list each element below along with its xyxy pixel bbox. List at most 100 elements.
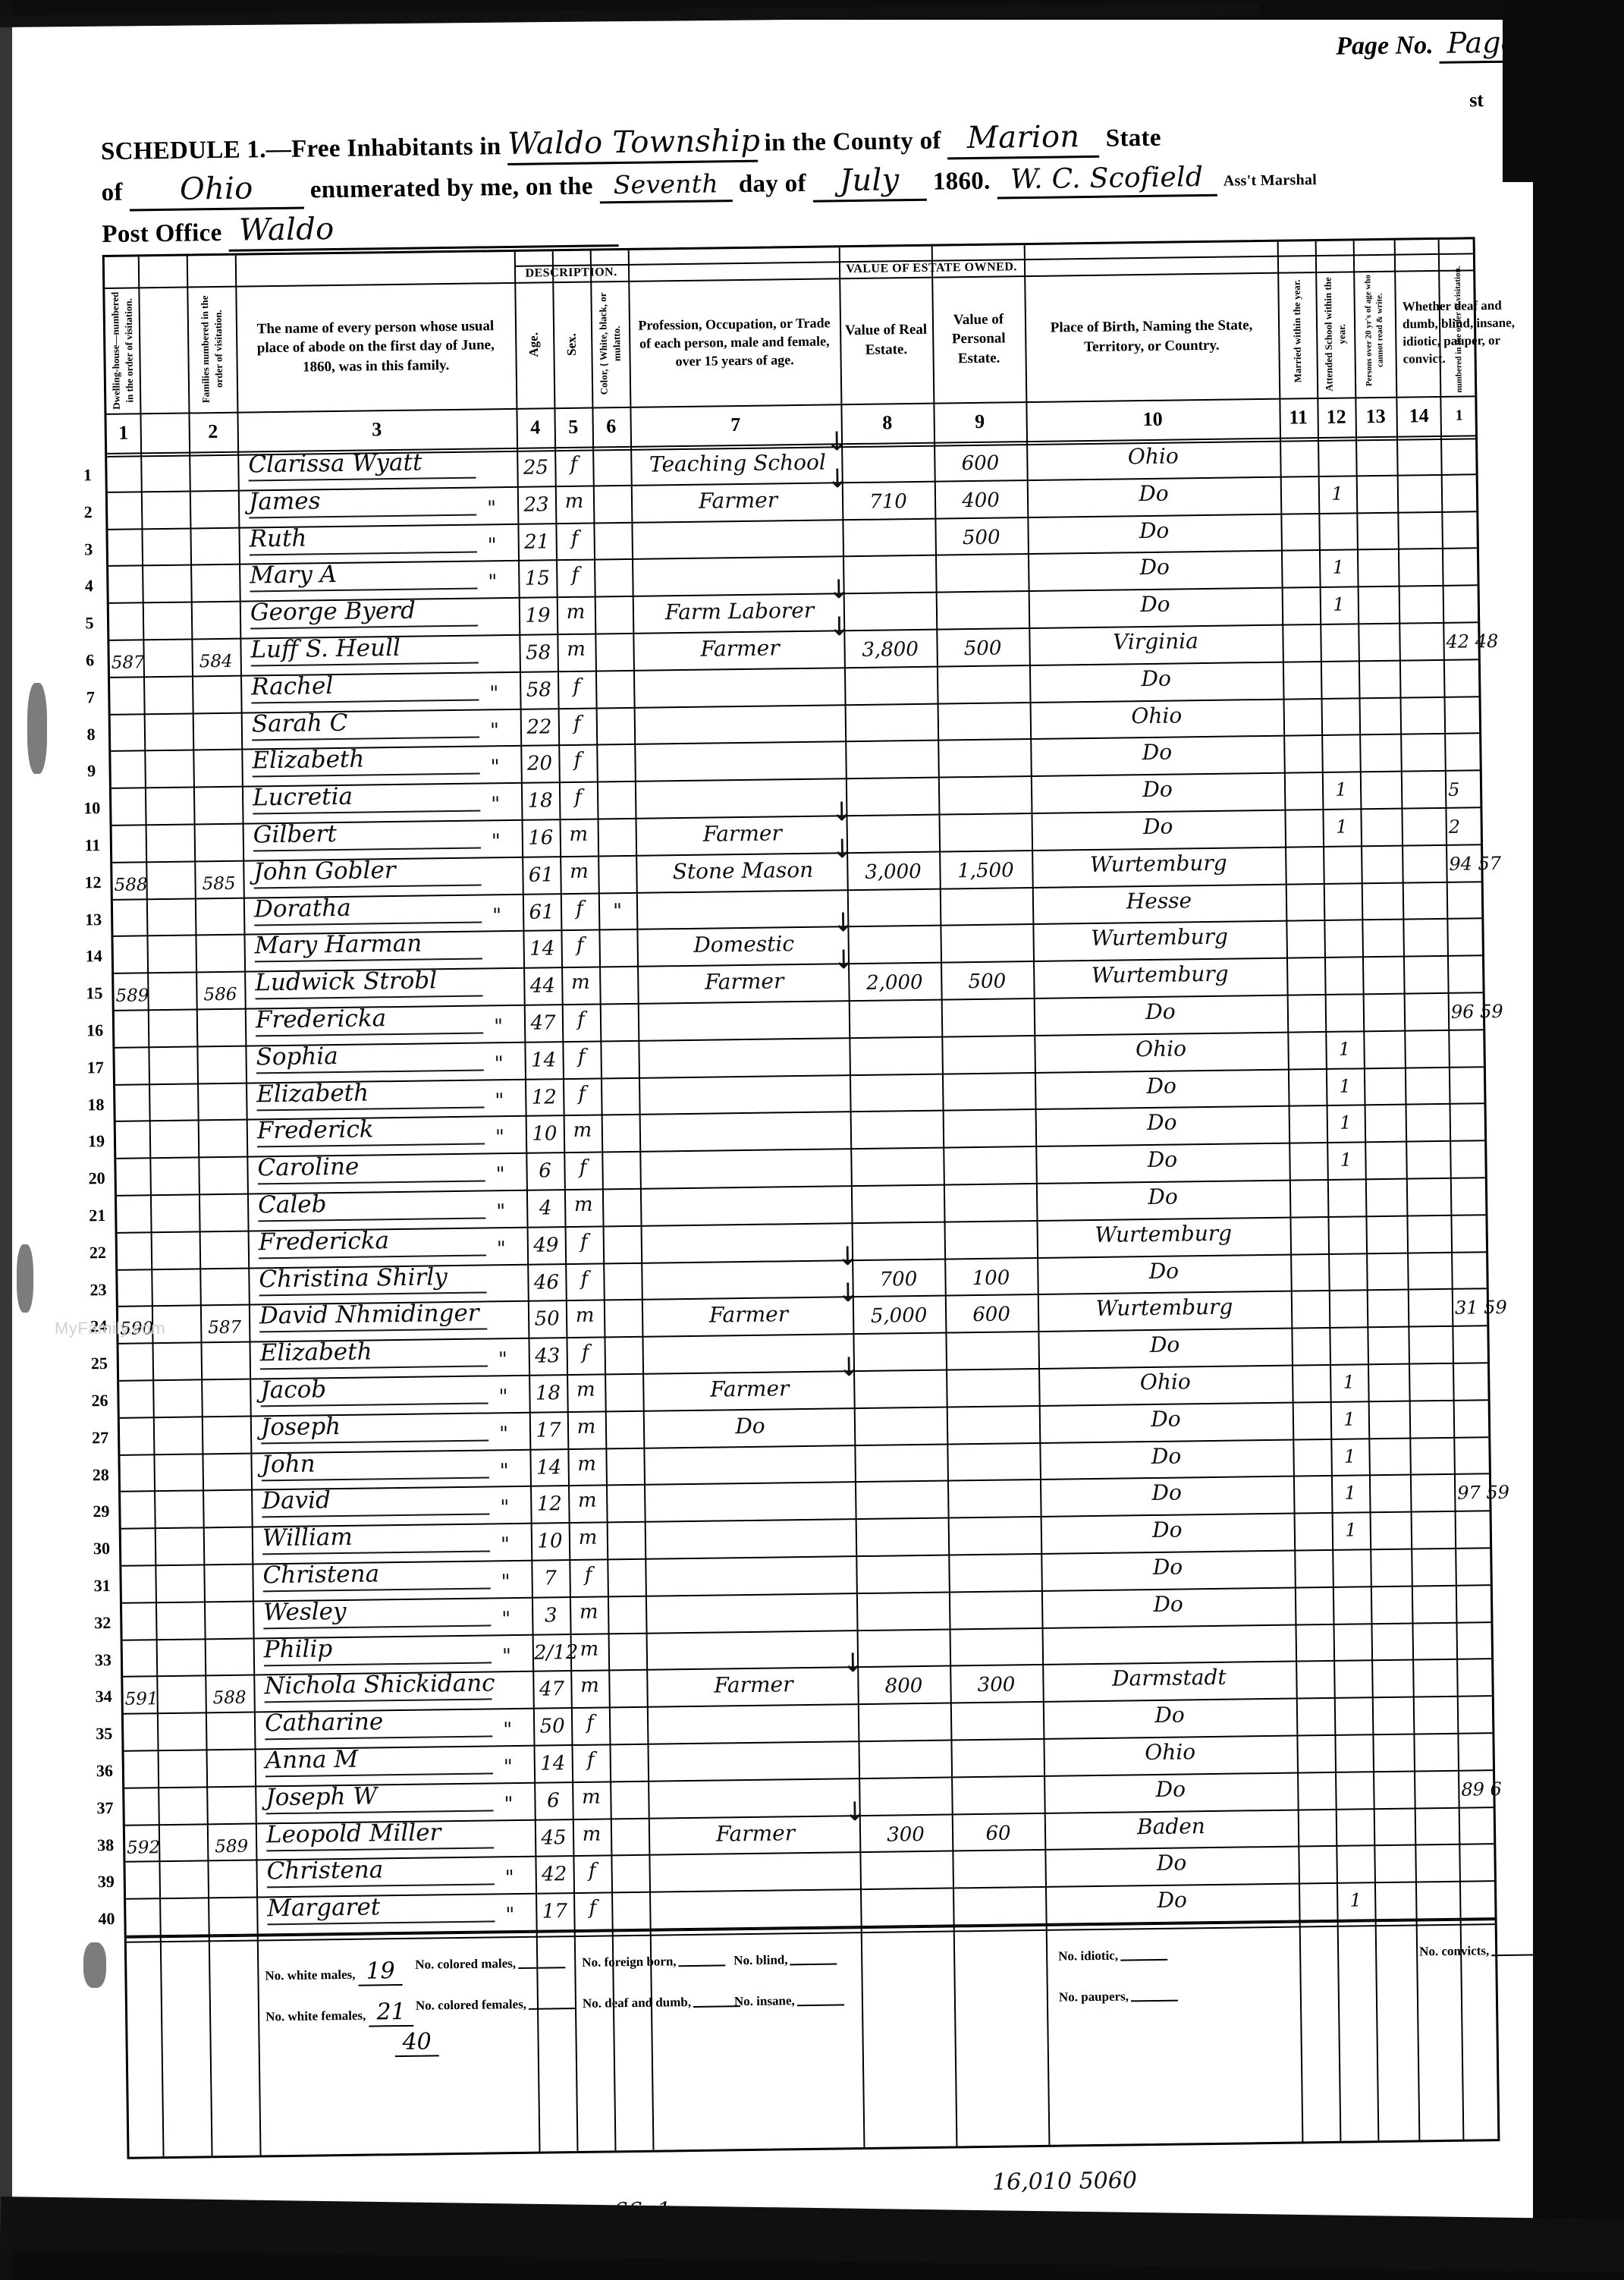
row-number: 11 xyxy=(84,835,101,855)
cell: Baden xyxy=(1136,1813,1206,1839)
page-no-label: Page No. xyxy=(1336,30,1434,61)
check-mark-icon: ↓ xyxy=(841,1648,864,1679)
row-number: 35 xyxy=(96,1724,113,1744)
colored-males-label: No. colored males, xyxy=(415,1956,517,1972)
cell: Do xyxy=(1146,1073,1177,1099)
day-label: day of xyxy=(738,169,806,198)
cell: Ohio xyxy=(1145,1739,1196,1766)
row-number: 25 xyxy=(90,1354,108,1373)
cell: f xyxy=(573,749,582,772)
cell: " xyxy=(491,830,501,854)
row-number: 2 xyxy=(83,502,93,522)
cell: Leopold Miller xyxy=(265,1818,495,1851)
check-mark-icon: ↓ xyxy=(832,907,855,939)
cell: 23 xyxy=(523,493,549,517)
cell: 17 xyxy=(536,1419,561,1442)
cell: 4 xyxy=(539,1197,552,1220)
cell: Do xyxy=(1147,1146,1178,1173)
scan-edge-right xyxy=(1533,0,1624,2280)
cell: " xyxy=(490,756,500,779)
cell: Christena xyxy=(266,1854,495,1888)
footer-white-females: No. white females, 21 xyxy=(265,1998,413,2027)
cell: 5,000 xyxy=(870,1304,928,1329)
colored-females-label: No. colored females, xyxy=(415,1996,527,2013)
cell: Luff S. Heull xyxy=(250,633,479,667)
check-mark-icon: ↓ xyxy=(831,833,853,865)
cell: Virginia xyxy=(1112,628,1199,655)
cell: 1 xyxy=(1349,1889,1362,1911)
cell: 50 xyxy=(534,1307,560,1332)
cell: Joseph W xyxy=(265,1781,494,1815)
cell: Do xyxy=(1148,1184,1178,1210)
cell: 44 xyxy=(529,974,556,998)
cell: " xyxy=(504,1792,514,1816)
cell: f xyxy=(570,452,578,476)
cell: Elizabeth xyxy=(252,744,480,778)
schedule-line-3: Post Office Waldo xyxy=(102,208,619,253)
column-header-personal-estate: Value of Personal Estate. xyxy=(951,310,1006,367)
cell: 25 xyxy=(523,456,549,480)
post-office-value: Waldo xyxy=(228,208,619,252)
cell: f xyxy=(578,1082,586,1105)
cell: Farmer xyxy=(700,635,780,662)
cell: f xyxy=(579,1156,587,1180)
row-number: 1 xyxy=(83,465,93,485)
check-mark-icon: ↓ xyxy=(825,426,848,458)
cell: 1 xyxy=(1338,1038,1351,1060)
cell: Do xyxy=(735,1413,765,1439)
cell: Elizabeth xyxy=(259,1336,488,1370)
cell: Sarah C xyxy=(251,707,480,741)
column-number-11: 11 xyxy=(1289,406,1308,429)
table-vrule xyxy=(838,247,865,2148)
cell: " xyxy=(495,1163,505,1187)
column-number-6: 6 xyxy=(606,415,617,438)
cell: 500 xyxy=(968,970,1007,994)
cell: 1 xyxy=(1332,556,1345,579)
scan-speck xyxy=(27,683,47,774)
row-number: 12 xyxy=(84,872,102,892)
cell: " xyxy=(488,571,498,594)
cell: 43 xyxy=(535,1344,561,1368)
column-header-birthplace: Place of Birth, Naming the State, Territ… xyxy=(1050,317,1253,356)
of-label: of xyxy=(101,178,123,206)
row-number: 36 xyxy=(96,1760,114,1781)
cell: " xyxy=(487,533,497,557)
cell: f xyxy=(570,527,579,550)
cell: Do xyxy=(1153,1591,1183,1617)
column-number-13: 13 xyxy=(1365,404,1386,428)
cell: 2/12 xyxy=(533,1640,579,1665)
bottom-scrawl-right: 16,010 5060 xyxy=(991,2167,1138,2196)
cell: Do xyxy=(1151,1480,1183,1506)
row-number: 9 xyxy=(86,761,96,781)
cell: " xyxy=(503,1719,513,1742)
cell: Do xyxy=(1157,1887,1188,1914)
footer-insane: No. insane, xyxy=(734,1992,847,2009)
check-mark-icon: ↓ xyxy=(831,797,853,828)
row-number: 16 xyxy=(86,1020,104,1040)
cell: 45 xyxy=(541,1826,567,1850)
row-number: 29 xyxy=(93,1502,110,1521)
cell: m xyxy=(573,1119,592,1143)
cell: 700 xyxy=(879,1267,918,1291)
cell: f xyxy=(577,1045,586,1068)
cell: m xyxy=(580,1637,599,1661)
cell: Lucretia xyxy=(252,781,481,815)
column-header-sex: Sex. xyxy=(564,332,580,356)
cell: Clarissa Wyatt xyxy=(248,448,476,482)
cell: 584 xyxy=(199,651,233,672)
cell: f xyxy=(571,564,580,587)
cell: " xyxy=(500,1533,510,1557)
cell: " xyxy=(498,1422,509,1446)
cell: Stone Mason xyxy=(672,857,814,885)
cell: m xyxy=(569,860,589,883)
year-label: 1860. xyxy=(932,167,991,196)
cell: Anna M xyxy=(265,1744,493,1778)
white-females-value: 21 xyxy=(369,1998,413,2027)
cell: 1 xyxy=(1343,1371,1355,1393)
cell: 42 xyxy=(541,1863,567,1886)
cell: f xyxy=(586,1748,595,1772)
cell: m xyxy=(566,600,586,624)
cell: 10 xyxy=(537,1530,563,1553)
idiotic-label: No. idiotic, xyxy=(1058,1948,1119,1964)
cell: Wurtemburg xyxy=(1095,1294,1233,1322)
